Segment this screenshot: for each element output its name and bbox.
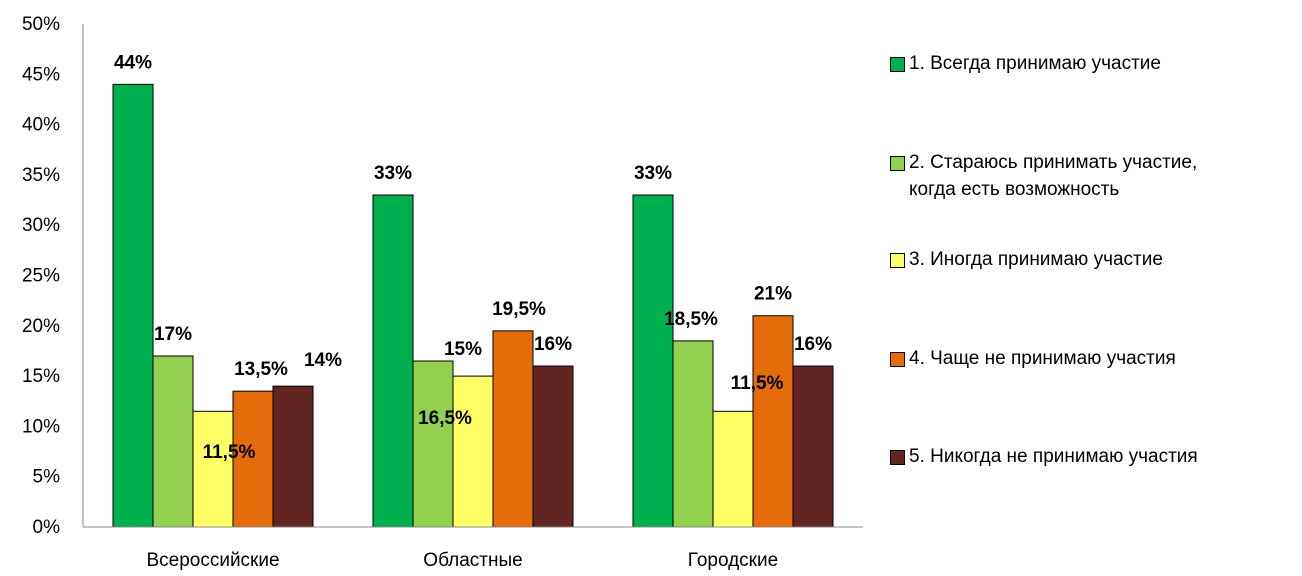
bar (112, 83, 154, 528)
legend-label: 2. Стараюсь принимать участие, когда есть… (909, 149, 1197, 203)
bar (632, 194, 674, 528)
legend-item: 5. Никогда не принимаю участия (890, 446, 1198, 470)
legend-swatch (890, 57, 905, 72)
data-label: 13,5% (234, 359, 288, 380)
y-tick-label: 0% (33, 517, 61, 538)
legend-label: 1. Всегда принимаю участие (909, 53, 1161, 74)
x-tick-label: Всероссийские (146, 550, 279, 571)
y-tick-label: 25% (22, 266, 60, 287)
data-label: 16,5% (418, 408, 472, 429)
y-tick-label: 40% (22, 115, 60, 136)
bars (112, 83, 834, 528)
y-tick-label: 30% (22, 215, 60, 236)
bar (672, 340, 714, 528)
bar (412, 360, 454, 528)
data-label: 15% (444, 339, 482, 360)
y-tick-label: 20% (22, 316, 60, 337)
data-label: 11,5% (203, 442, 256, 463)
data-label: 33% (634, 163, 672, 184)
legend-item: 4. Чаще не принимаю участия (890, 348, 1176, 372)
bar (272, 385, 314, 528)
x-tick-label: Областные (423, 550, 522, 571)
data-label: 19,5% (492, 299, 546, 320)
legend-label: 4. Чаще не принимаю участия (909, 348, 1176, 369)
bar (532, 365, 574, 528)
data-label: 14% (304, 350, 342, 371)
data-label: 21% (754, 284, 792, 305)
y-tick-label: 35% (22, 165, 60, 186)
bar (372, 194, 414, 528)
legend-label: 3. Иногда принимаю участие (909, 249, 1163, 270)
data-labels: 44% 17% 11,5% 13,5% 14% 33% 16,5% 15% 19,5% 16% 33… (114, 52, 832, 463)
legend-swatch (890, 156, 905, 171)
y-tick-label: 10% (22, 416, 60, 437)
y-tick-label: 50% (22, 14, 60, 35)
legend-item: 2. Стараюсь принимать участие, когда есть… (890, 152, 1197, 203)
data-label: 33% (374, 163, 412, 184)
bar (712, 410, 754, 528)
legend-label: 5. Никогда не принимаю участия (909, 446, 1198, 467)
x-tick-label: Городские (688, 550, 778, 571)
bar (452, 375, 494, 528)
bar (492, 330, 534, 528)
bar (752, 315, 794, 528)
x-axis-ticks: Всероссийские Областные Городские (146, 550, 778, 571)
y-tick-label: 5% (33, 467, 61, 488)
data-label: 11,5% (731, 373, 784, 394)
bar (792, 365, 834, 528)
legend-swatch (890, 352, 905, 367)
data-label: 16% (534, 334, 572, 355)
legend-item: 3. Иногда принимаю участие (890, 249, 1163, 273)
legend-item: 1. Всегда принимаю участие (890, 53, 1161, 77)
legend-swatch (890, 450, 905, 465)
y-tick-label: 45% (22, 64, 60, 85)
legend-swatch (890, 253, 905, 268)
legend-label-line: 2. Стараюсь принимать участие, (909, 152, 1198, 173)
y-tick-label: 15% (22, 366, 60, 387)
data-label: 44% (114, 52, 152, 73)
legend-label-line: когда есть возможность (909, 179, 1120, 200)
y-axis-ticks: 0% 5% 10% 15% 20% 25% 30% 35% 40% 45% 50% (22, 14, 60, 538)
data-label: 16% (794, 334, 832, 355)
data-label: 18,5% (664, 309, 718, 330)
data-label: 17% (154, 324, 192, 345)
bar (152, 355, 194, 528)
bar (192, 410, 234, 528)
